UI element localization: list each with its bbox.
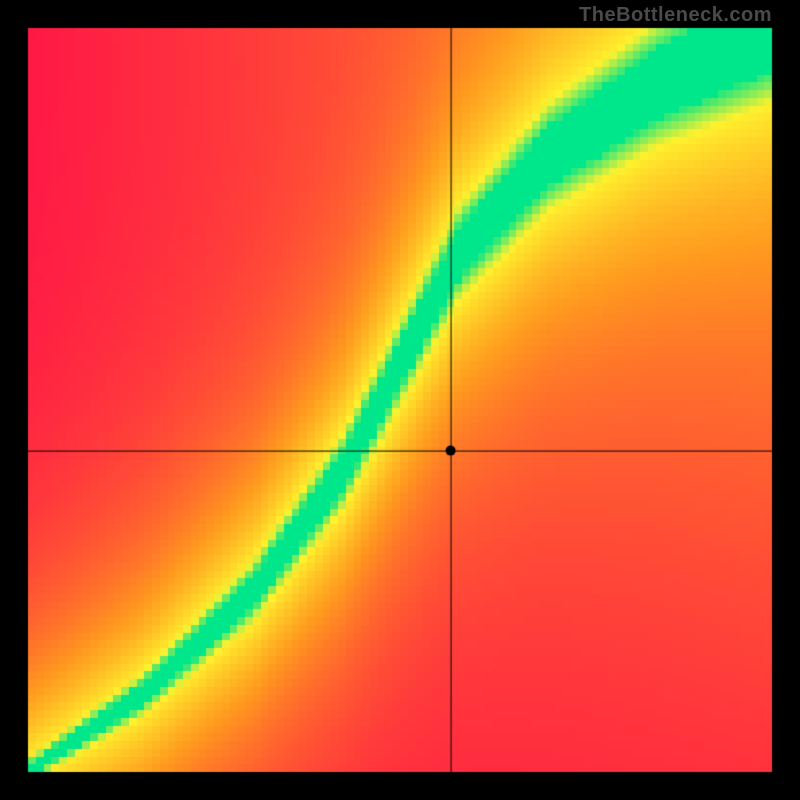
watermark-text: TheBottleneck.com: [579, 4, 772, 27]
bottleneck-heatmap: [0, 0, 800, 800]
